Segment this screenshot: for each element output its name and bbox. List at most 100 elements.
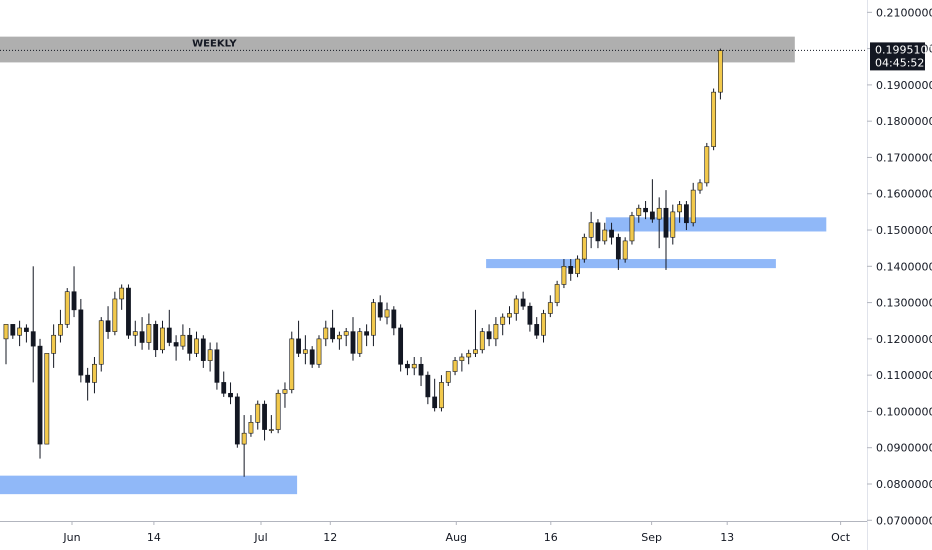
candle[interactable]: [711, 88, 717, 151]
candle[interactable]: [343, 327, 349, 347]
candle[interactable]: [98, 317, 104, 372]
candle[interactable]: [357, 327, 363, 358]
weekly-resistance-zone[interactable]: [0, 36, 795, 63]
candle[interactable]: [316, 335, 322, 368]
candle[interactable]: [228, 382, 233, 405]
candle[interactable]: [486, 324, 492, 347]
price-scale[interactable]: 0.210000000.200000000.190000000.18000000…: [867, 6, 932, 527]
candle[interactable]: [493, 317, 499, 347]
candle[interactable]: [64, 288, 70, 328]
candle[interactable]: [690, 182, 696, 227]
candle[interactable]: [459, 353, 465, 372]
candle[interactable]: [425, 371, 431, 405]
candle[interactable]: [615, 233, 621, 270]
candle[interactable]: [622, 237, 628, 263]
candle[interactable]: [132, 320, 138, 347]
candle[interactable]: [656, 197, 662, 249]
candle[interactable]: [439, 375, 444, 412]
candle[interactable]: [323, 320, 329, 347]
candle[interactable]: [704, 142, 710, 187]
candle[interactable]: [581, 233, 587, 263]
candle[interactable]: [214, 342, 220, 390]
candle[interactable]: [112, 291, 118, 336]
candle[interactable]: [643, 200, 648, 220]
candle[interactable]: [683, 200, 689, 231]
candle[interactable]: [663, 190, 669, 270]
candle[interactable]: [207, 342, 213, 372]
candle[interactable]: [234, 393, 240, 448]
candle[interactable]: [289, 331, 295, 394]
candle[interactable]: [241, 415, 247, 477]
candle[interactable]: [166, 309, 172, 347]
candle[interactable]: [37, 338, 43, 459]
candle[interactable]: [384, 302, 390, 325]
candle[interactable]: [527, 302, 533, 332]
candle[interactable]: [85, 367, 91, 401]
candle[interactable]: [507, 306, 512, 325]
candle[interactable]: [520, 291, 526, 310]
candle[interactable]: [677, 200, 682, 223]
candle[interactable]: [554, 280, 560, 307]
candle[interactable]: [10, 324, 16, 339]
candle[interactable]: [547, 295, 553, 318]
candle[interactable]: [330, 309, 335, 343]
candle[interactable]: [534, 317, 540, 339]
candle[interactable]: [139, 317, 145, 350]
candle[interactable]: [3, 324, 9, 365]
candle[interactable]: [92, 357, 97, 394]
candle[interactable]: [595, 219, 601, 249]
candle[interactable]: [588, 211, 594, 249]
candle[interactable]: [473, 309, 478, 358]
candle[interactable]: [255, 400, 261, 430]
candle[interactable]: [187, 327, 193, 361]
candle[interactable]: [411, 357, 417, 376]
candle[interactable]: [377, 295, 383, 321]
candle[interactable]: [364, 324, 370, 347]
candle[interactable]: [30, 266, 36, 383]
candle[interactable]: [51, 324, 57, 368]
candle[interactable]: [173, 335, 179, 361]
candle[interactable]: [718, 48, 723, 100]
candle[interactable]: [445, 371, 451, 387]
candle[interactable]: [309, 346, 315, 368]
candle[interactable]: [466, 349, 472, 365]
candle[interactable]: [126, 284, 131, 339]
candle[interactable]: [649, 179, 655, 223]
candle[interactable]: [541, 309, 546, 343]
candle[interactable]: [180, 324, 186, 350]
candle[interactable]: [500, 313, 506, 336]
candle[interactable]: [391, 306, 397, 336]
candle[interactable]: [200, 335, 206, 368]
candle[interactable]: [17, 320, 23, 347]
candle[interactable]: [398, 324, 404, 372]
candle[interactable]: [153, 320, 159, 358]
candle[interactable]: [71, 266, 77, 318]
candle[interactable]: [262, 400, 267, 441]
candle[interactable]: [452, 357, 458, 376]
time-scale[interactable]: Jun 14 Jul 12 Aug 16 Sep 13 Oct: [62, 521, 851, 544]
candle[interactable]: [24, 324, 29, 343]
support-zone[interactable]: [0, 475, 298, 495]
candle[interactable]: [575, 255, 580, 278]
candle[interactable]: [629, 211, 635, 245]
support-zone[interactable]: [486, 259, 776, 269]
candle[interactable]: [697, 179, 703, 194]
candle[interactable]: [636, 204, 642, 223]
candle[interactable]: [418, 357, 424, 387]
candle[interactable]: [282, 382, 288, 408]
candle[interactable]: [336, 331, 342, 350]
candle[interactable]: [561, 259, 567, 289]
candle[interactable]: [194, 331, 199, 358]
candle[interactable]: [58, 309, 63, 343]
candle[interactable]: [248, 415, 254, 437]
candle[interactable]: [602, 222, 608, 245]
candle[interactable]: [119, 284, 125, 310]
candle[interactable]: [609, 222, 614, 245]
candle[interactable]: [405, 360, 410, 376]
candle[interactable]: [302, 335, 308, 365]
candle[interactable]: [105, 306, 111, 339]
candle[interactable]: [296, 320, 301, 358]
candle[interactable]: [44, 353, 50, 445]
